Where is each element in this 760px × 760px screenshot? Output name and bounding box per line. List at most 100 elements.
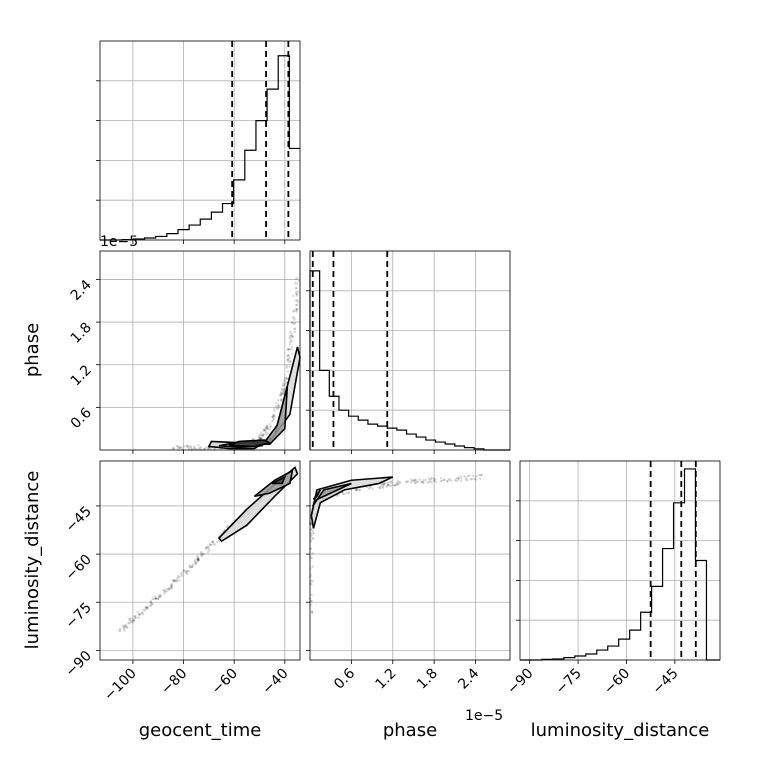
scatter-point <box>185 444 189 447</box>
scatter-point <box>282 392 285 395</box>
scatter-point <box>457 477 461 480</box>
scatter-point <box>165 587 168 591</box>
scatter-point <box>413 478 416 482</box>
scatter-point <box>280 389 283 392</box>
scatter-point <box>121 624 125 628</box>
scatter-point <box>386 481 390 485</box>
scatter-point <box>418 478 421 481</box>
scatter-point <box>163 589 167 592</box>
scatter-point <box>459 479 463 483</box>
scatter-point <box>123 625 126 628</box>
scatter-point <box>421 481 425 485</box>
scatter-point <box>286 359 289 362</box>
scatter-point <box>294 303 298 307</box>
scatter-point <box>422 480 425 484</box>
scatter-point <box>287 360 290 363</box>
scatter-point <box>434 480 438 484</box>
scatter-point <box>290 339 294 343</box>
scatter-point <box>282 389 286 392</box>
scatter-point <box>270 420 274 423</box>
scatter-point <box>293 316 296 319</box>
scatter-point <box>396 483 400 487</box>
scatter-point <box>258 436 261 439</box>
scatter-point <box>480 473 483 476</box>
scatter-point <box>288 343 292 346</box>
scatter-point <box>276 407 279 410</box>
scatter-point <box>176 576 179 580</box>
scatter-point <box>404 481 408 484</box>
scatter-point <box>170 586 173 590</box>
scatter-point <box>282 382 285 385</box>
scatter-point <box>133 616 137 620</box>
scatter-point <box>280 398 283 401</box>
scatter-point <box>293 281 297 285</box>
scatter-point <box>142 608 145 612</box>
scatter-point <box>273 407 276 410</box>
scatter-point <box>204 547 207 550</box>
scatter-point <box>295 303 299 306</box>
scatter-point <box>266 427 269 430</box>
scatter-point <box>290 332 293 335</box>
scatter-point <box>274 415 277 418</box>
scatter-point <box>131 617 134 620</box>
scatter-point <box>132 619 135 622</box>
scatter-point <box>182 568 186 572</box>
scatter-point <box>272 416 275 419</box>
scatter-point <box>290 321 294 324</box>
density-contour <box>228 439 272 448</box>
scatter-point <box>463 474 466 478</box>
scatter-point <box>479 477 482 480</box>
scatter-point <box>310 531 313 535</box>
scatter-point <box>281 384 285 388</box>
y-tick-label: −60 <box>63 552 95 584</box>
scatter-point <box>286 358 290 361</box>
scatter-point <box>196 559 199 562</box>
scatter-point <box>473 477 476 481</box>
scatter-point <box>190 565 194 569</box>
scatter-point <box>170 583 174 586</box>
scatter-point <box>141 613 145 616</box>
scatter-point <box>409 478 413 481</box>
scatter-point <box>214 543 217 546</box>
scatter-point <box>172 447 176 450</box>
scatter-point <box>196 556 200 559</box>
scatter-point <box>279 393 282 397</box>
scatter-point <box>424 478 428 482</box>
scatter-point <box>426 481 429 484</box>
scatter-point <box>118 629 121 632</box>
x-tick-label: −75 <box>553 666 585 698</box>
scatter-point <box>377 486 380 489</box>
scatter-point <box>259 436 263 440</box>
scatter-point <box>261 433 264 436</box>
scatter-point <box>432 477 436 480</box>
scatter-point <box>126 626 129 629</box>
scatter-point <box>260 437 264 440</box>
ylabel-luminosity-distance: luminosity_distance <box>22 471 43 650</box>
scatter-point <box>141 611 144 614</box>
scatter-point <box>434 478 437 481</box>
scatter-point <box>124 624 128 627</box>
scatter-point <box>468 474 471 477</box>
scatter-point <box>193 446 196 449</box>
scatter-point <box>289 330 292 333</box>
scatter-point <box>312 537 315 540</box>
histogram-step-line <box>309 270 510 451</box>
scatter-point <box>464 478 468 481</box>
scatter-point <box>260 431 263 434</box>
scatter-point <box>159 595 162 598</box>
scatter-point <box>180 571 184 575</box>
scatter-point <box>197 559 200 562</box>
scatter-point <box>445 480 449 483</box>
scatter-point <box>286 370 290 373</box>
scatter-point <box>393 483 397 487</box>
scatter-point <box>187 446 191 449</box>
histogram-frame <box>309 250 511 451</box>
scatter-point <box>152 597 156 601</box>
scatter-point <box>195 561 198 564</box>
scatter-point <box>422 478 425 482</box>
scatter-point <box>429 479 432 482</box>
scatter-point <box>358 488 361 491</box>
scatter-point <box>196 558 200 561</box>
scatter-point <box>140 612 143 615</box>
scatter-point <box>197 558 200 561</box>
